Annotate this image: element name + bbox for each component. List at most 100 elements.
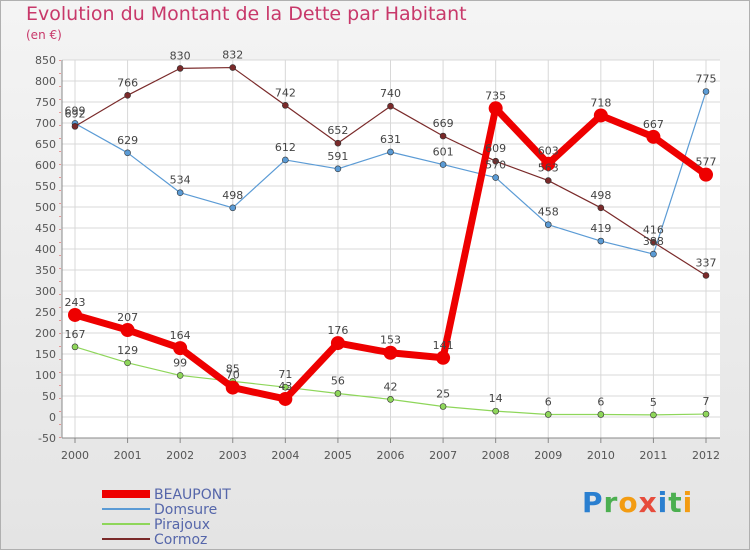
data-label-beaupont: 141 [433, 339, 454, 352]
data-point-cormoz [71, 123, 79, 130]
proxiti-logo: Proxiti [582, 486, 693, 519]
logo-letter: o [618, 486, 639, 519]
data-point-beaupont [699, 167, 713, 182]
data-point-beaupont [278, 391, 293, 406]
data-label-pirajoux: 56 [331, 374, 345, 387]
data-point-pirajoux [702, 410, 710, 418]
data-point-domsure [492, 174, 499, 181]
data-label-cormoz: 337 [696, 256, 717, 269]
x-tick-label: 2007 [429, 449, 457, 462]
data-point-pirajoux [544, 411, 552, 418]
logo-letter: t [668, 486, 683, 519]
data-label-beaupont: 176 [327, 324, 348, 337]
data-point-beaupont [120, 323, 135, 338]
data-label-beaupont: 43 [278, 380, 292, 393]
data-label-pirajoux: 85 [226, 362, 240, 375]
data-point-cormoz [492, 157, 499, 165]
data-point-domsure [334, 165, 342, 173]
chart-subtitle: (en €) [26, 28, 62, 42]
data-point-pirajoux [282, 383, 289, 391]
data-label-cormoz: 832 [222, 49, 243, 62]
x-tick-label: 2005 [324, 449, 352, 462]
y-tick-label: 200 [35, 327, 56, 340]
legend-label-pirajoux: Pirajoux [154, 517, 210, 533]
data-label-domsure: 419 [590, 222, 611, 235]
data-label-pirajoux: 129 [117, 344, 138, 357]
data-point-domsure [229, 204, 237, 212]
logo-letter: i [657, 486, 669, 519]
x-tick-label: 2001 [114, 449, 142, 462]
data-point-beaupont [173, 341, 188, 356]
data-point-domsure [387, 148, 394, 156]
y-tick-label: 600 [35, 159, 56, 172]
data-point-cormoz [387, 102, 394, 110]
y-tick-label: 300 [35, 285, 56, 298]
data-point-beaupont [383, 345, 398, 360]
chart-title: Evolution du Montant de la Dette par Hab… [26, 3, 467, 25]
data-point-cormoz [702, 272, 710, 279]
x-tick-label: 2011 [639, 449, 667, 462]
x-tick-label: 2006 [377, 449, 405, 462]
y-tick-label: 0 [49, 411, 56, 424]
data-point-domsure [650, 250, 657, 258]
y-tick-label: 550 [35, 180, 56, 193]
data-point-beaupont [68, 307, 82, 322]
y-tick-label: 450 [35, 222, 56, 235]
logo-letter: P [582, 486, 604, 519]
data-label-cormoz: 416 [643, 223, 664, 236]
data-label-beaupont: 243 [65, 296, 86, 309]
data-label-beaupont: 718 [590, 96, 611, 109]
x-tick-label: 2003 [219, 449, 247, 462]
data-label-cormoz: 830 [170, 49, 191, 62]
data-label-pirajoux: 6 [545, 395, 552, 408]
data-point-pirajoux [597, 411, 605, 418]
data-point-pirajoux [439, 403, 447, 410]
data-label-beaupont: 667 [643, 118, 664, 131]
data-point-pirajoux [71, 343, 79, 351]
data-label-pirajoux: 25 [436, 388, 450, 401]
x-tick-label: 2004 [271, 449, 299, 462]
data-point-pirajoux [334, 390, 342, 397]
y-tick-label: 800 [35, 75, 56, 88]
legend-label-domsure: Domsure [154, 502, 217, 518]
data-point-cormoz [439, 132, 447, 140]
data-point-cormoz [544, 177, 552, 184]
data-point-pirajoux [387, 396, 394, 403]
y-tick-label: 350 [35, 264, 56, 277]
data-label-cormoz: 766 [117, 76, 138, 89]
data-label-domsure: 612 [275, 141, 296, 154]
data-label-pirajoux: 42 [384, 380, 398, 393]
data-point-domsure [702, 88, 710, 95]
data-label-pirajoux: 14 [489, 392, 503, 405]
data-label-domsure: 534 [170, 174, 191, 187]
y-tick-label: 100 [35, 369, 56, 382]
data-label-cormoz: 669 [433, 117, 454, 130]
data-label-cormoz: 563 [538, 162, 559, 175]
data-label-cormoz: 740 [380, 87, 401, 100]
data-point-domsure [176, 189, 184, 197]
data-point-pirajoux [176, 372, 184, 379]
data-label-cormoz: 609 [485, 142, 506, 155]
x-tick-label: 2008 [482, 449, 510, 462]
data-label-domsure: 699 [65, 104, 86, 117]
x-tick-label: 2012 [692, 449, 720, 462]
data-point-pirajoux [124, 359, 131, 367]
data-label-beaupont: 603 [538, 145, 559, 158]
data-label-domsure: 570 [485, 159, 506, 172]
data-point-beaupont [488, 101, 503, 116]
data-label-pirajoux: 7 [703, 395, 710, 408]
data-label-pirajoux: 167 [65, 328, 86, 341]
logo-letter: i [682, 486, 694, 519]
data-label-pirajoux: 71 [278, 368, 292, 381]
data-point-domsure [439, 161, 447, 168]
data-point-pirajoux [492, 407, 499, 415]
data-point-cormoz [282, 102, 289, 109]
data-point-cormoz [176, 65, 184, 72]
data-labels: 6996295344986125916316015704584193887751… [65, 49, 717, 409]
data-label-domsure: 601 [433, 146, 454, 159]
data-label-domsure: 591 [327, 150, 348, 163]
series-layer [68, 64, 713, 419]
data-label-beaupont: 577 [696, 156, 717, 169]
